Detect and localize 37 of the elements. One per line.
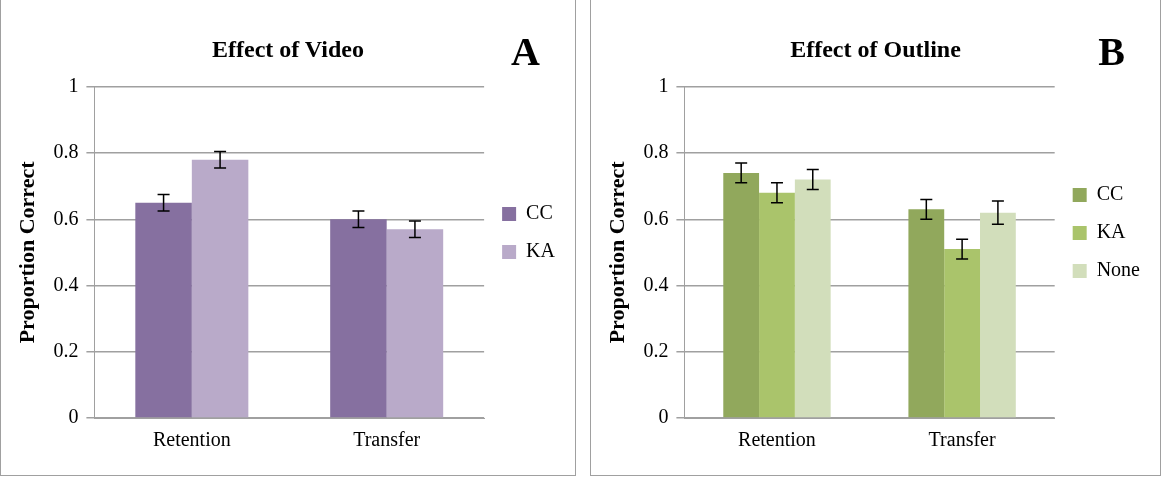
bar	[386, 229, 444, 418]
y-tick-label: 0.6	[53, 206, 79, 229]
y-tick-label: 0.2	[643, 339, 669, 362]
bar	[794, 179, 831, 418]
y-tick-label: 1	[68, 74, 79, 97]
bar	[944, 249, 981, 418]
y-tick-label: 0.8	[53, 140, 79, 163]
legend-label: CC	[526, 201, 553, 224]
text: B	[1098, 28, 1125, 75]
x-tick-label: Retention	[738, 428, 816, 451]
bar	[135, 202, 192, 418]
legend-label: KA	[1096, 220, 1127, 243]
y-tick-label: 0.8	[643, 140, 669, 163]
legend-label: CC	[1096, 182, 1124, 205]
bar	[191, 159, 249, 418]
bar	[330, 219, 387, 418]
bar	[980, 212, 1016, 418]
y-tick-label: 0	[68, 405, 79, 428]
y-axis-title: Proportion Correct	[13, 160, 39, 344]
y-tick-label: 0.6	[643, 206, 669, 229]
y-tick-label: 0.4	[643, 272, 669, 295]
x-tick-label: Transfer	[353, 428, 421, 451]
bar	[723, 172, 760, 418]
x-tick-label: Retention	[152, 428, 231, 451]
y-tick-label: 0.2	[53, 339, 79, 362]
legend-label: None	[1096, 258, 1141, 281]
bar	[759, 192, 795, 418]
chart-title: Effect of Video	[212, 35, 364, 62]
x-tick-label: Transfer	[928, 428, 996, 451]
y-tick-label: 0	[658, 405, 669, 428]
text: A	[511, 28, 540, 75]
legend-label: KA	[526, 239, 556, 262]
chart-title: Effect of Outline	[790, 35, 962, 62]
y-axis-title: Proportion Correct	[603, 160, 629, 344]
bar	[908, 209, 945, 418]
y-tick-label: 1	[658, 74, 669, 97]
y-tick-label: 0.4	[53, 272, 79, 295]
